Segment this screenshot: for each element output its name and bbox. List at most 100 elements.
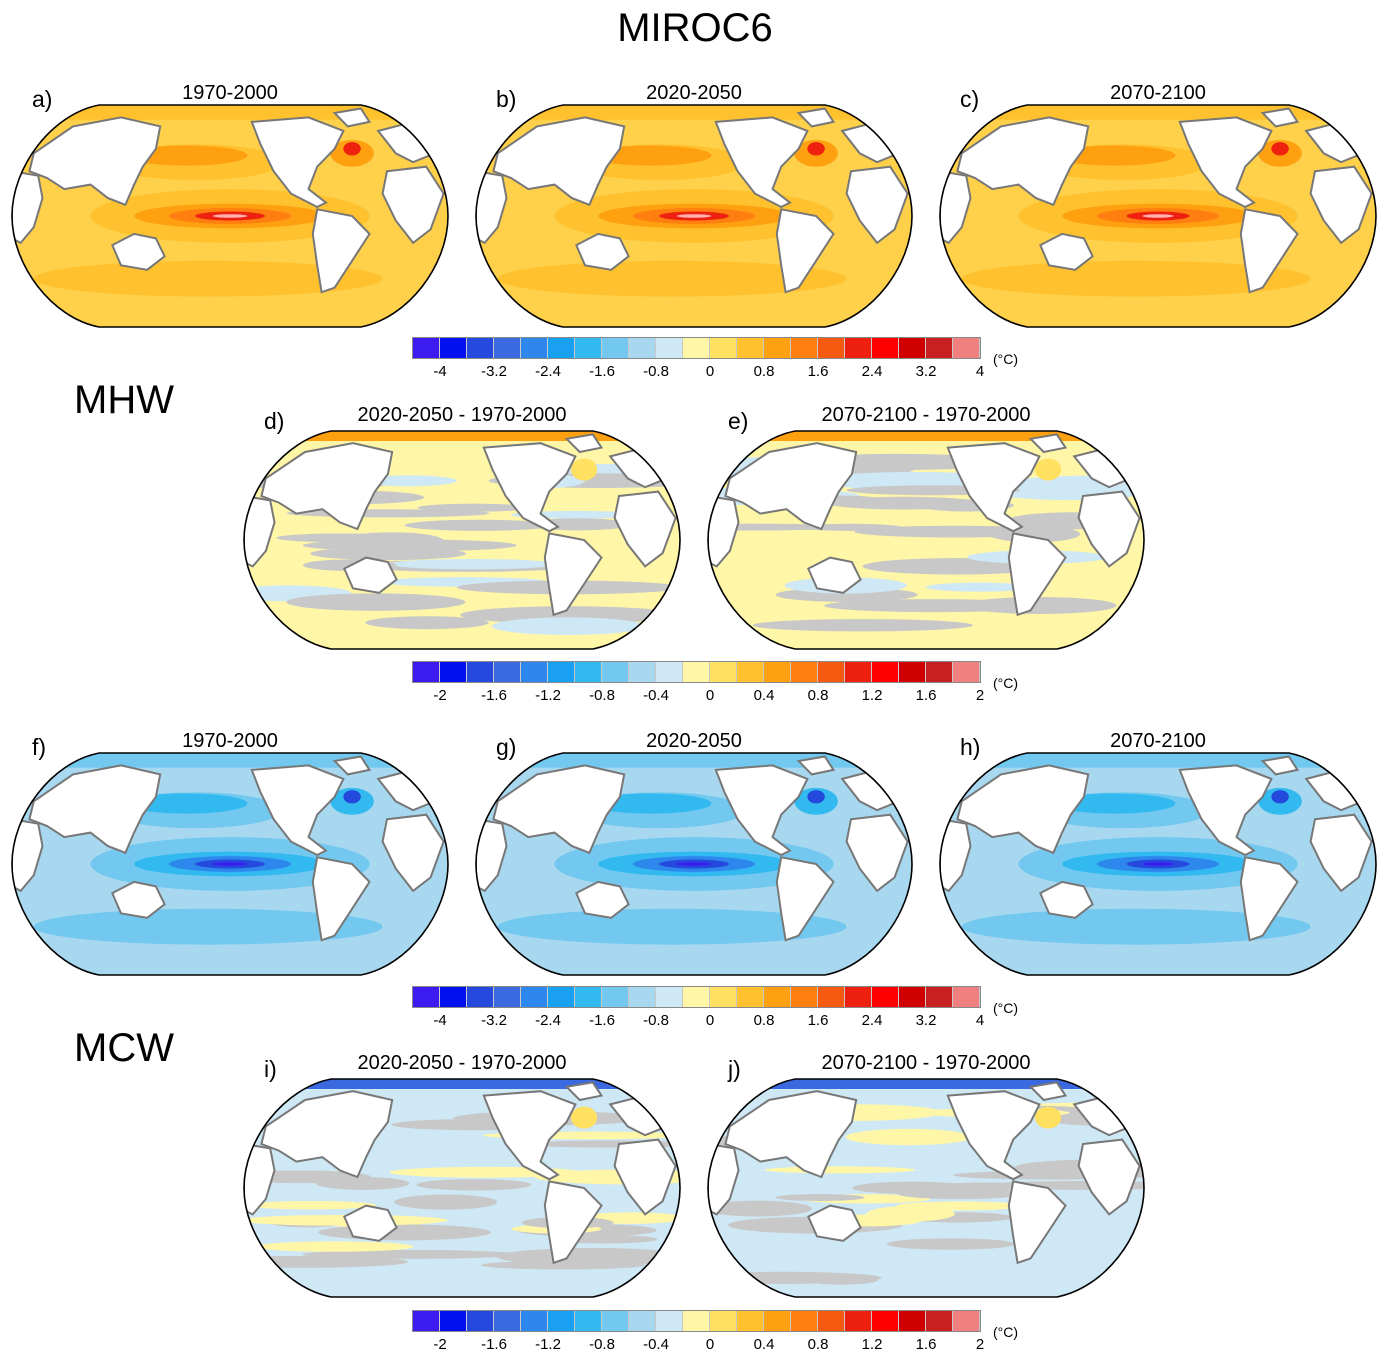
colorbar-cell bbox=[467, 338, 494, 358]
colorbar-cell bbox=[683, 987, 710, 1007]
colorbar-cell bbox=[764, 338, 791, 358]
colorbar-cell bbox=[494, 1311, 521, 1331]
panel-label-c: c) bbox=[960, 86, 980, 112]
colorbar-tick-label: 0.8 bbox=[753, 363, 775, 380]
colorbar-cell bbox=[926, 338, 953, 358]
colorbar-cell bbox=[521, 1311, 548, 1331]
colorbar-tick-label: -0.8 bbox=[589, 1336, 615, 1353]
colorbar-cell bbox=[602, 338, 629, 358]
colorbar-tick-label: 0 bbox=[705, 1012, 715, 1029]
colorbar-tick-label: -1.6 bbox=[481, 1336, 507, 1353]
colorbar-tick-label: -2 bbox=[433, 687, 447, 704]
panel-label-a: a) bbox=[32, 86, 53, 112]
colorbar-cell bbox=[467, 1311, 494, 1331]
panel-title-i: 2020-2050 - 1970-2000 bbox=[357, 1052, 567, 1074]
colorbar-cell bbox=[494, 662, 521, 682]
colorbar-tick-label: 1.2 bbox=[861, 687, 883, 704]
map-panel-b bbox=[475, 104, 913, 328]
colorbar-tick-label: -4 bbox=[433, 1012, 447, 1029]
colorbar-cell bbox=[845, 338, 872, 358]
colorbar-cell bbox=[602, 662, 629, 682]
colorbar-cell bbox=[656, 987, 683, 1007]
panel-title-h: 2070-2100 bbox=[1110, 730, 1206, 752]
colorbar-cell bbox=[710, 662, 737, 682]
colorbar-cell bbox=[953, 987, 980, 1007]
colorbar-cell bbox=[521, 987, 548, 1007]
colorbar-tick-label: -0.8 bbox=[643, 363, 669, 380]
colorbar-cell bbox=[764, 662, 791, 682]
panel-title-d: 2020-2050 - 1970-2000 bbox=[357, 404, 567, 426]
map-panel-f bbox=[11, 752, 449, 976]
colorbar-cell bbox=[548, 662, 575, 682]
colorbar-cell bbox=[926, 662, 953, 682]
colorbar-tick-label: -2 bbox=[433, 1336, 447, 1353]
colorbar-cell bbox=[575, 662, 602, 682]
panel-title-e: 2070-2100 - 1970-2000 bbox=[821, 404, 1031, 426]
colorbar-cell bbox=[737, 987, 764, 1007]
colorbar-unit: (°C) bbox=[993, 351, 1019, 367]
colorbar-cell bbox=[926, 1311, 953, 1331]
colorbar-tick-label: 2.4 bbox=[861, 363, 883, 380]
colorbar-cell bbox=[629, 987, 656, 1007]
colorbar-cell bbox=[764, 1311, 791, 1331]
map-panel-h bbox=[939, 752, 1377, 976]
colorbar-cell bbox=[899, 662, 926, 682]
section-label-mhw: MHW bbox=[74, 378, 174, 422]
colorbar-tick-label: -0.8 bbox=[589, 687, 615, 704]
colorbar-tick-label: -2.4 bbox=[535, 363, 561, 380]
colorbar-tick-label: 1.6 bbox=[915, 1336, 937, 1353]
colorbar-cell bbox=[548, 987, 575, 1007]
panel-label-e: e) bbox=[728, 408, 749, 434]
colorbar-cell bbox=[818, 1311, 845, 1331]
colorbar-cell bbox=[413, 1311, 440, 1331]
colorbar-tick-label: 0.8 bbox=[807, 1336, 829, 1353]
colorbar-cell bbox=[791, 662, 818, 682]
colorbar-tick-label: 1.6 bbox=[807, 363, 829, 380]
colorbar-cell bbox=[899, 338, 926, 358]
map-panel-d bbox=[243, 430, 681, 650]
colorbar-unit: (°C) bbox=[993, 1000, 1019, 1016]
colorbar-tick-label: -0.4 bbox=[643, 687, 669, 704]
colorbar-tick-label: -0.8 bbox=[643, 1012, 669, 1029]
colorbar-cell bbox=[818, 662, 845, 682]
colorbar-cell bbox=[710, 338, 737, 358]
colorbar-cell bbox=[656, 1311, 683, 1331]
colorbar-cell bbox=[494, 338, 521, 358]
panel-label-g: g) bbox=[496, 734, 517, 760]
colorbar-cell bbox=[467, 987, 494, 1007]
colorbar-cell bbox=[953, 1311, 980, 1331]
colorbar-cell bbox=[899, 987, 926, 1007]
colorbar-cell bbox=[548, 1311, 575, 1331]
panel-title-a: 1970-2000 bbox=[182, 82, 278, 104]
panel-title-g: 2020-2050 bbox=[646, 730, 742, 752]
colorbar-cell bbox=[521, 662, 548, 682]
section-label-mcw: MCW bbox=[74, 1026, 174, 1070]
colorbar-cell bbox=[791, 1311, 818, 1331]
colorbar-cell bbox=[683, 338, 710, 358]
colorbar-cell bbox=[683, 1311, 710, 1331]
colorbar-cell bbox=[737, 662, 764, 682]
colorbar-cell bbox=[845, 662, 872, 682]
colorbar-cell bbox=[953, 338, 980, 358]
colorbar-tick-label: 1.6 bbox=[915, 687, 937, 704]
colorbar-cell bbox=[629, 338, 656, 358]
colorbar-tick-label: 4 bbox=[975, 1012, 985, 1029]
colorbar-cell bbox=[656, 662, 683, 682]
colorbar-tick-label: -3.2 bbox=[481, 1012, 507, 1029]
colorbar-cell bbox=[872, 662, 899, 682]
colorbar-strip bbox=[412, 986, 981, 1008]
colorbar-tick-label: 1.6 bbox=[807, 1012, 829, 1029]
map-panel-j bbox=[707, 1078, 1145, 1298]
colorbar-cell bbox=[818, 987, 845, 1007]
colorbar-tick-label: -0.4 bbox=[643, 1336, 669, 1353]
colorbar-tick-label: 3.2 bbox=[915, 1012, 937, 1029]
map-panel-c bbox=[939, 104, 1377, 328]
colorbar-tick-label: -1.6 bbox=[589, 1012, 615, 1029]
colorbar-strip bbox=[412, 337, 981, 359]
colorbar-cell bbox=[791, 987, 818, 1007]
colorbar-tick-label: 0.4 bbox=[753, 687, 775, 704]
colorbar-cell bbox=[899, 1311, 926, 1331]
colorbar-cell bbox=[575, 338, 602, 358]
map-panel-e bbox=[707, 430, 1145, 650]
colorbar-cell bbox=[683, 662, 710, 682]
